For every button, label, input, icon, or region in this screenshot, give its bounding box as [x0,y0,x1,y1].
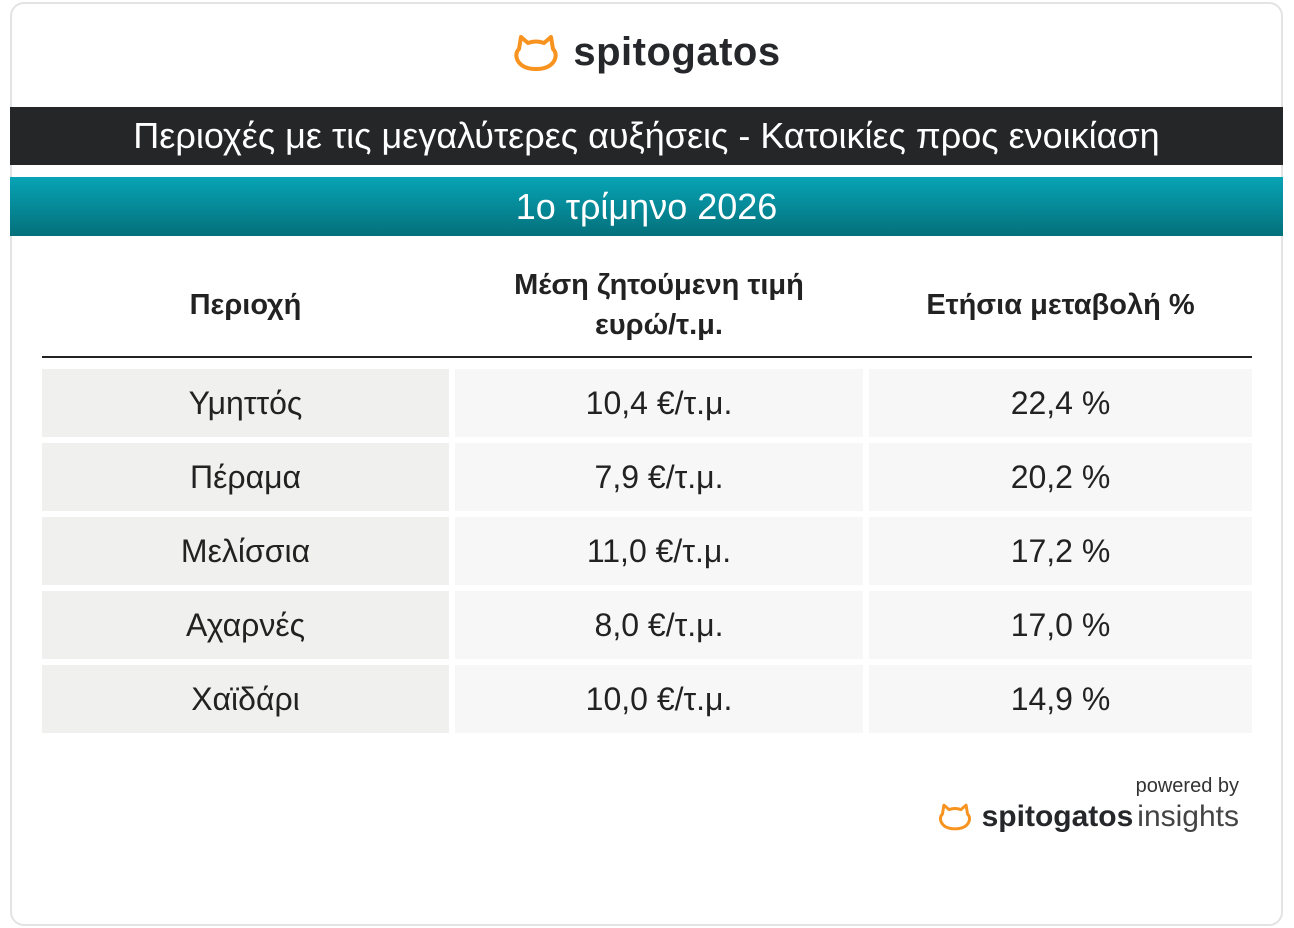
cell-change: 14,9 % [869,665,1252,733]
powered-by-label: powered by [1135,775,1239,797]
cat-logo-icon [938,803,971,831]
cell-area: Υμηττός [42,369,449,437]
cell-area: Αχαρνές [42,591,449,659]
header-change: Ετήσια μεταβολή % [926,289,1195,321]
header-area: Περιοχή [189,289,302,321]
cell-area: Μελίσσια [42,517,449,585]
cell-price: 8,0 €/τ.μ. [455,591,863,659]
cell-area: Χαϊδάρι [42,665,449,733]
period-banner: 1ο τρίμηνο 2026 [10,177,1283,236]
cell-price: 10,0 €/τ.μ. [455,665,863,733]
cell-change: 22,4 % [869,369,1252,437]
logo: spitogatos [0,30,1294,75]
cell-change: 20,2 % [869,443,1252,511]
cell-area: Πέραμα [42,443,449,511]
cell-price: 7,9 €/τ.μ. [455,443,863,511]
footer-product: insights [1137,800,1239,833]
cat-logo-icon [514,34,559,71]
cell-change: 17,0 % [869,591,1252,659]
header-price: Μέση ζητούμενη τιμή ευρώ/τ.μ. [514,269,804,341]
page-title: Περιοχές με τις μεγαλύτερες αυξήσεις - Κ… [10,107,1283,165]
cell-change: 17,2 % [869,517,1252,585]
footer-brand: spitogatos [981,800,1134,833]
cell-price: 11,0 €/τ.μ. [455,517,863,585]
logo-wordmark: spitogatos [573,30,781,74]
header-divider [42,356,1252,358]
footer: powered by spitogatos insights [938,775,1239,834]
cell-price: 10,4 €/τ.μ. [455,369,863,437]
